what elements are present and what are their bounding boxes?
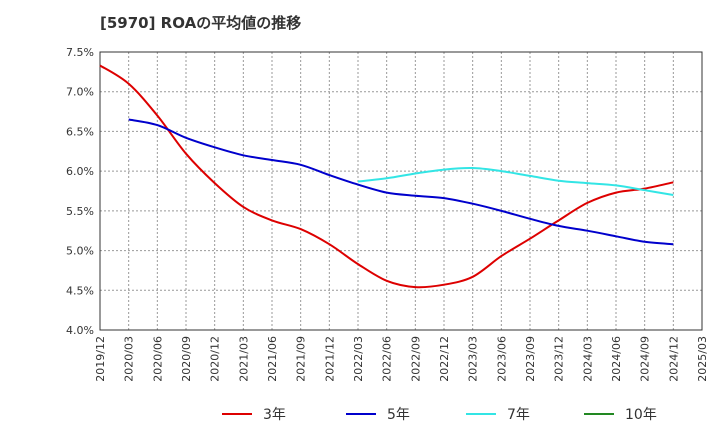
x-tick-label: 2022/06 [381,336,394,382]
x-tick-label: 2024/12 [667,336,680,382]
x-tick-label: 2020/06 [151,336,164,382]
plot-area-border [99,51,703,331]
y-tick-label: 5.0% [66,245,94,258]
x-axis-ticks: 2019/12 2020/03 2020/06 2020/09 2020/12 2021/… [94,336,709,382]
chart-title: [5970] ROAの平均値の推移 [100,14,302,32]
y-tick-label: 7.5% [66,46,94,59]
x-tick-label: 2021/03 [237,336,250,382]
y-tick-label: 7.0% [66,86,94,99]
series-lines [99,64,674,289]
x-tick-label: 2021/06 [266,336,279,382]
legend-label: 10年 [625,407,657,423]
x-tick-label: 2022/09 [409,336,422,382]
series-line-0 [99,64,674,289]
y-tick-label: 4.5% [66,284,94,297]
y-tick-label: 4.0% [66,324,94,337]
series-line-2 [357,166,674,196]
x-tick-label: 2024/06 [610,336,623,382]
legend-label: 3年 [263,407,286,423]
series-line-1 [128,118,674,246]
y-axis-ticks: 4.0% 4.5% 5.0% 5.5% 6.0% 6.5% 7.0% 7.5% [66,46,94,337]
y-tick-label: 6.5% [66,125,94,138]
x-tick-label: 2023/03 [467,336,480,382]
y-tick-label: 6.0% [66,165,94,178]
x-tick-label: 2023/09 [524,336,537,382]
x-tick-label: 2022/03 [352,336,365,382]
x-tick-label: 2024/09 [639,336,652,382]
x-tick-label: 2023/12 [553,336,566,382]
x-tick-label: 2020/12 [209,336,222,382]
grid-lines [99,51,703,331]
x-tick-label: 2021/09 [295,336,308,382]
x-tick-label: 2022/12 [438,336,451,382]
x-tick-label: 2021/12 [323,336,336,382]
x-tick-label: 2025/03 [696,336,709,382]
x-tick-label: 2024/03 [581,336,594,382]
y-tick-label: 5.5% [66,205,94,218]
x-tick-label: 2020/03 [123,336,136,382]
x-tick-label: 2019/12 [94,336,107,382]
legend-label: 5年 [387,407,410,423]
x-tick-label: 2020/09 [180,336,193,382]
legend: 3年 5年 7年 10年 [222,407,657,423]
x-tick-label: 2023/06 [495,336,508,382]
legend-label: 7年 [507,407,530,423]
